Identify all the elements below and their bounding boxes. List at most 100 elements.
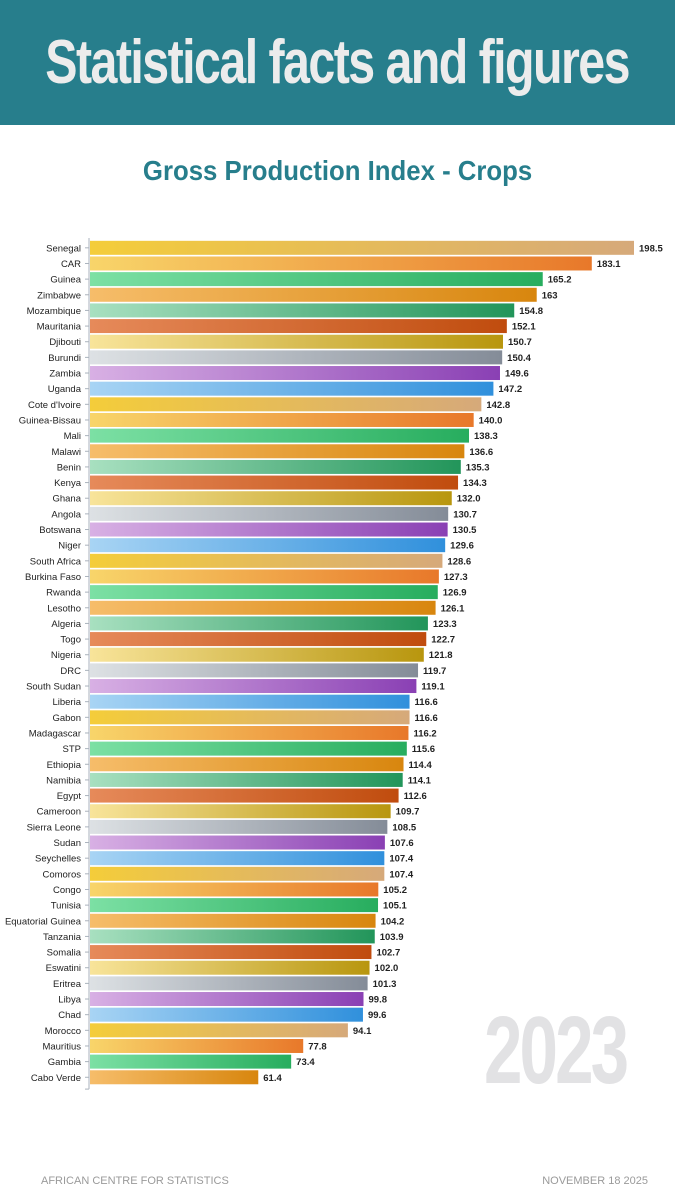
data-label: 107.6	[390, 838, 414, 849]
data-label: 183.1	[597, 259, 621, 270]
category-label: Senegal	[46, 243, 81, 254]
category-label: Malawi	[51, 447, 81, 458]
category-label: Nigeria	[51, 650, 82, 661]
category-label: Libya	[58, 995, 81, 1006]
bar	[90, 945, 372, 960]
category-label: Tunisia	[51, 901, 82, 912]
category-label: Mali	[64, 431, 81, 442]
category-label: South Africa	[30, 556, 82, 567]
data-label: 130.7	[453, 509, 477, 520]
bar	[90, 459, 461, 474]
bar-row: Mauritania 152.1	[37, 319, 536, 334]
bar	[90, 538, 446, 553]
bar-row: Tunisia 105.1	[51, 898, 408, 913]
bar-row: Mozambique 154.8	[27, 303, 543, 318]
bar-row: Algeria 123.3	[51, 616, 457, 631]
bar-row: Sudan 107.6	[54, 835, 414, 850]
bar	[90, 240, 634, 255]
chart-title-text: Gross Production Index - Crops	[142, 155, 533, 186]
bar-row: Lesotho 126.1	[47, 600, 465, 615]
data-label: 154.8	[519, 306, 543, 317]
page-title: Statistical facts and figures	[45, 28, 631, 97]
bar-row: Guinea 165.2	[50, 272, 572, 287]
bar	[90, 725, 409, 740]
category-label: Zimbabwe	[37, 290, 81, 301]
bar	[90, 866, 385, 881]
data-label: 99.6	[368, 1010, 387, 1021]
footer-organization: AFRICAN CENTRE FOR STATISTICS	[41, 1175, 229, 1187]
bar	[90, 319, 507, 334]
bar-row: Djibouti 150.7	[49, 334, 532, 349]
bar-row: Cabo Verde 61.4	[31, 1070, 282, 1085]
data-label: 103.9	[380, 932, 404, 943]
data-label: 152.1	[512, 322, 536, 333]
bar	[90, 694, 410, 709]
data-label: 101.3	[373, 979, 397, 990]
bar-row: Libya 99.8	[58, 992, 387, 1007]
data-label: 126.1	[441, 603, 465, 614]
bar-chart: Senegal 198.5 CAR 183.1 Guinea 165.2 Zimbabwe 1…	[5, 238, 663, 1090]
data-label: 138.3	[474, 431, 498, 442]
category-label: Benin	[57, 462, 81, 473]
data-label: 163	[542, 290, 558, 301]
data-label: 108.5	[392, 822, 416, 833]
data-label: 123.3	[433, 619, 457, 630]
bar	[90, 992, 364, 1007]
data-label: 127.3	[444, 572, 468, 583]
data-label: 150.7	[508, 337, 532, 348]
category-label: Angola	[51, 509, 81, 520]
bar	[90, 616, 428, 631]
bar-row: Zimbabwe 163	[37, 287, 558, 302]
data-label: 136.6	[469, 447, 493, 458]
bar	[90, 522, 448, 537]
category-label: Liberia	[52, 697, 81, 708]
bar	[90, 553, 443, 568]
data-label: 112.6	[404, 791, 427, 802]
data-label: 73.4	[296, 1057, 315, 1068]
bar-row: South Sudan 119.1	[26, 679, 445, 694]
data-label: 134.3	[463, 478, 487, 489]
bar	[90, 600, 436, 615]
category-label: Sierra Leone	[27, 822, 81, 833]
bar	[90, 788, 399, 803]
bar	[90, 772, 403, 787]
bar-row: Uganda 147.2	[48, 381, 522, 396]
bar	[90, 272, 543, 287]
bar	[90, 412, 474, 427]
data-label: 130.5	[453, 525, 477, 536]
category-label: Comoros	[42, 869, 81, 880]
bar	[90, 632, 427, 647]
data-label: 132.0	[457, 494, 481, 505]
data-label: 114.1	[408, 775, 432, 786]
bar	[90, 444, 465, 459]
category-label: Tanzania	[43, 932, 82, 943]
category-label: Somalia	[47, 948, 82, 959]
bar-row: Ghana 132.0	[52, 491, 481, 506]
category-label: Burkina Faso	[25, 572, 81, 583]
bar-row: Eritrea 101.3	[53, 976, 397, 991]
bar-row: Senegal 198.5	[46, 240, 663, 255]
bar-row: Zambia 149.6	[49, 366, 529, 381]
bar-row: Namibia 114.1	[46, 772, 432, 787]
category-label: Cameroon	[37, 807, 81, 818]
bar	[90, 1038, 304, 1053]
bar-row: Kenya 134.3	[54, 475, 487, 490]
bar-row: Chad 99.6	[58, 1007, 387, 1022]
category-label: Guinea	[50, 275, 81, 286]
data-label: 135.3	[466, 462, 490, 473]
category-label: Mauritania	[37, 322, 82, 333]
data-label: 94.1	[353, 1026, 372, 1037]
data-label: 119.1	[421, 682, 445, 693]
bar	[90, 1054, 292, 1069]
category-label: Egypt	[57, 791, 82, 802]
category-label: DRC	[60, 666, 81, 677]
data-label: 102.0	[375, 963, 399, 974]
category-label: Botswana	[39, 525, 81, 536]
bar-row: Burkina Faso 127.3	[25, 569, 468, 584]
data-label: 107.4	[389, 854, 413, 865]
bar-row: Comoros 107.4	[42, 866, 414, 881]
bar-row: Rwanda 126.9	[46, 585, 467, 600]
bar-row: STP 115.6	[63, 741, 435, 756]
bar-row: Burundi 150.4	[48, 350, 532, 365]
bar	[90, 835, 385, 850]
